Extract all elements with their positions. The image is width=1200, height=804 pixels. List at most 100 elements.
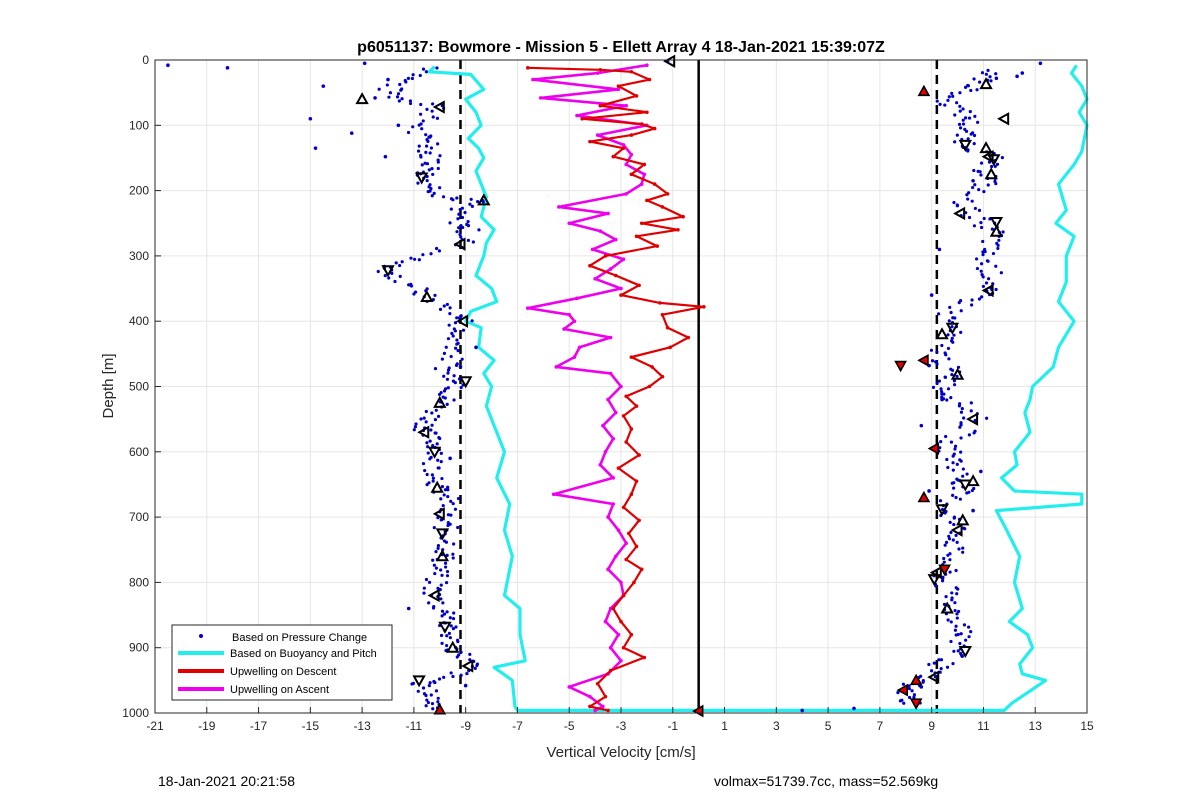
- series-point-descent: [621, 645, 626, 650]
- series-point-pressure: [388, 91, 393, 95]
- series-point-pressure: [898, 699, 903, 703]
- series-point-ascent: [621, 257, 626, 261]
- series-point-pressure: [427, 168, 431, 172]
- series-point-pressure: [398, 82, 402, 87]
- series-point-pressure: [999, 271, 1003, 275]
- series-point-pressure: [969, 132, 973, 136]
- series-point-pressure: [439, 568, 443, 572]
- series-point-ascent: [531, 77, 535, 82]
- series-point-pressure: [955, 133, 959, 137]
- series-point-pressure: [957, 122, 962, 126]
- series-point-pressure: [436, 544, 441, 548]
- triangle-marker-filled: [938, 564, 951, 576]
- series-point-ascent: [598, 229, 603, 233]
- triangle-marker-open: [958, 139, 973, 152]
- series-point-pressure: [958, 497, 962, 501]
- series-point-pressure: [981, 239, 985, 244]
- x-axis-ticks: -21 -19 -17 -15 -13 -11 -9 -7 -5 -3 -1 1 3 5 7 9 11 13 15: [146, 707, 1094, 733]
- series-point-pressure: [943, 103, 947, 107]
- series-point-descent: [637, 518, 641, 523]
- series-point-pressure: [937, 312, 941, 316]
- y-tick-label: 700: [129, 510, 149, 524]
- footer-timestamp: 18-Jan-2021 20:21:58: [158, 773, 295, 789]
- series-point-pressure: [951, 461, 955, 465]
- series-point-pressure: [970, 303, 974, 307]
- series-point-pressure: [404, 80, 408, 84]
- series-point-pressure: [445, 302, 449, 307]
- series-point-ascent: [575, 296, 579, 301]
- series-point-pressure: [965, 472, 969, 476]
- series-point-pressure: [431, 707, 435, 711]
- series-point-descent: [621, 414, 626, 418]
- y-tick-label: 400: [129, 314, 149, 328]
- series-point-pressure: [948, 305, 952, 309]
- series-point-pressure: [447, 323, 451, 327]
- series-point-pressure: [460, 215, 465, 220]
- x-tick-label: -17: [250, 719, 268, 733]
- series-point-pressure: [945, 457, 949, 462]
- series-point-pressure: [406, 130, 411, 135]
- series-point-pressure: [952, 379, 956, 383]
- series-point-pressure: [459, 673, 463, 677]
- series-point-pressure: [420, 163, 424, 167]
- series-point-pressure: [945, 665, 950, 669]
- series-point-pressure: [446, 494, 450, 499]
- series-point-pressure: [949, 310, 953, 315]
- series-point-pressure: [448, 311, 452, 316]
- series-point-pressure: [948, 570, 952, 574]
- series-point-descent: [632, 580, 636, 585]
- triangle-marker-open: [417, 425, 430, 439]
- series-point-pressure: [958, 91, 962, 95]
- series-point-pressure: [440, 573, 444, 577]
- series-point-pressure: [972, 168, 976, 173]
- series-point-pressure: [446, 488, 450, 492]
- series-point-pressure: [421, 686, 426, 690]
- series-point-pressure: [975, 88, 979, 92]
- series-point-pressure: [958, 126, 963, 130]
- legend: Based on Pressure Change Based on Buoyan…: [171, 624, 393, 701]
- series-point-pressure: [439, 518, 443, 522]
- series-point-pressure: [395, 95, 400, 99]
- series-point-pressure: [967, 635, 971, 639]
- series-point-pressure: [466, 220, 470, 224]
- series-point-pressure: [430, 167, 434, 171]
- x-tick-label: -11: [406, 719, 423, 733]
- series-point-descent: [639, 567, 644, 572]
- series-point-pressure: [481, 200, 485, 204]
- series-point-descent: [616, 466, 621, 470]
- series-point-pressure: [441, 503, 445, 508]
- series-point-pressure: [425, 472, 429, 477]
- series-point-pressure: [440, 476, 444, 481]
- x-tick-label: 5: [825, 719, 832, 733]
- series-point-pressure: [977, 297, 982, 301]
- series-point-pressure: [433, 293, 437, 297]
- series-point-pressure: [431, 115, 435, 119]
- triangle-marker-open: [427, 446, 442, 459]
- series-point-descent: [676, 227, 680, 232]
- series-point-ascent: [595, 133, 600, 137]
- series-point-pressure: [410, 76, 414, 81]
- series-point-pressure: [942, 560, 946, 564]
- series-point-pressure: [436, 142, 440, 146]
- series-point-pressure: [953, 608, 957, 613]
- series-point-descent: [580, 116, 584, 121]
- series-point-pressure: [962, 623, 967, 627]
- series-point-pressure: [436, 160, 440, 164]
- series-point-pressure: [952, 516, 956, 520]
- series-point-pressure: [954, 633, 958, 637]
- series-point-pressure: [946, 98, 950, 102]
- series-point-pressure: [446, 371, 450, 375]
- series-point-descent: [642, 162, 647, 167]
- series-point-ascent: [606, 397, 610, 402]
- series-point-pressure: [429, 693, 433, 697]
- series-point-pressure: [955, 101, 959, 105]
- chart-title: p6051137: Bowmore - Mission 5 - Ellett A…: [357, 39, 885, 56]
- series-point-pressure: [473, 666, 477, 670]
- series-point-pressure: [437, 677, 442, 681]
- series-point-pressure: [947, 319, 951, 323]
- series-point-pressure: [946, 553, 950, 557]
- series-point-ascent: [642, 172, 647, 177]
- series-point-pressure: [955, 374, 959, 378]
- series-point-pressure: [969, 630, 973, 634]
